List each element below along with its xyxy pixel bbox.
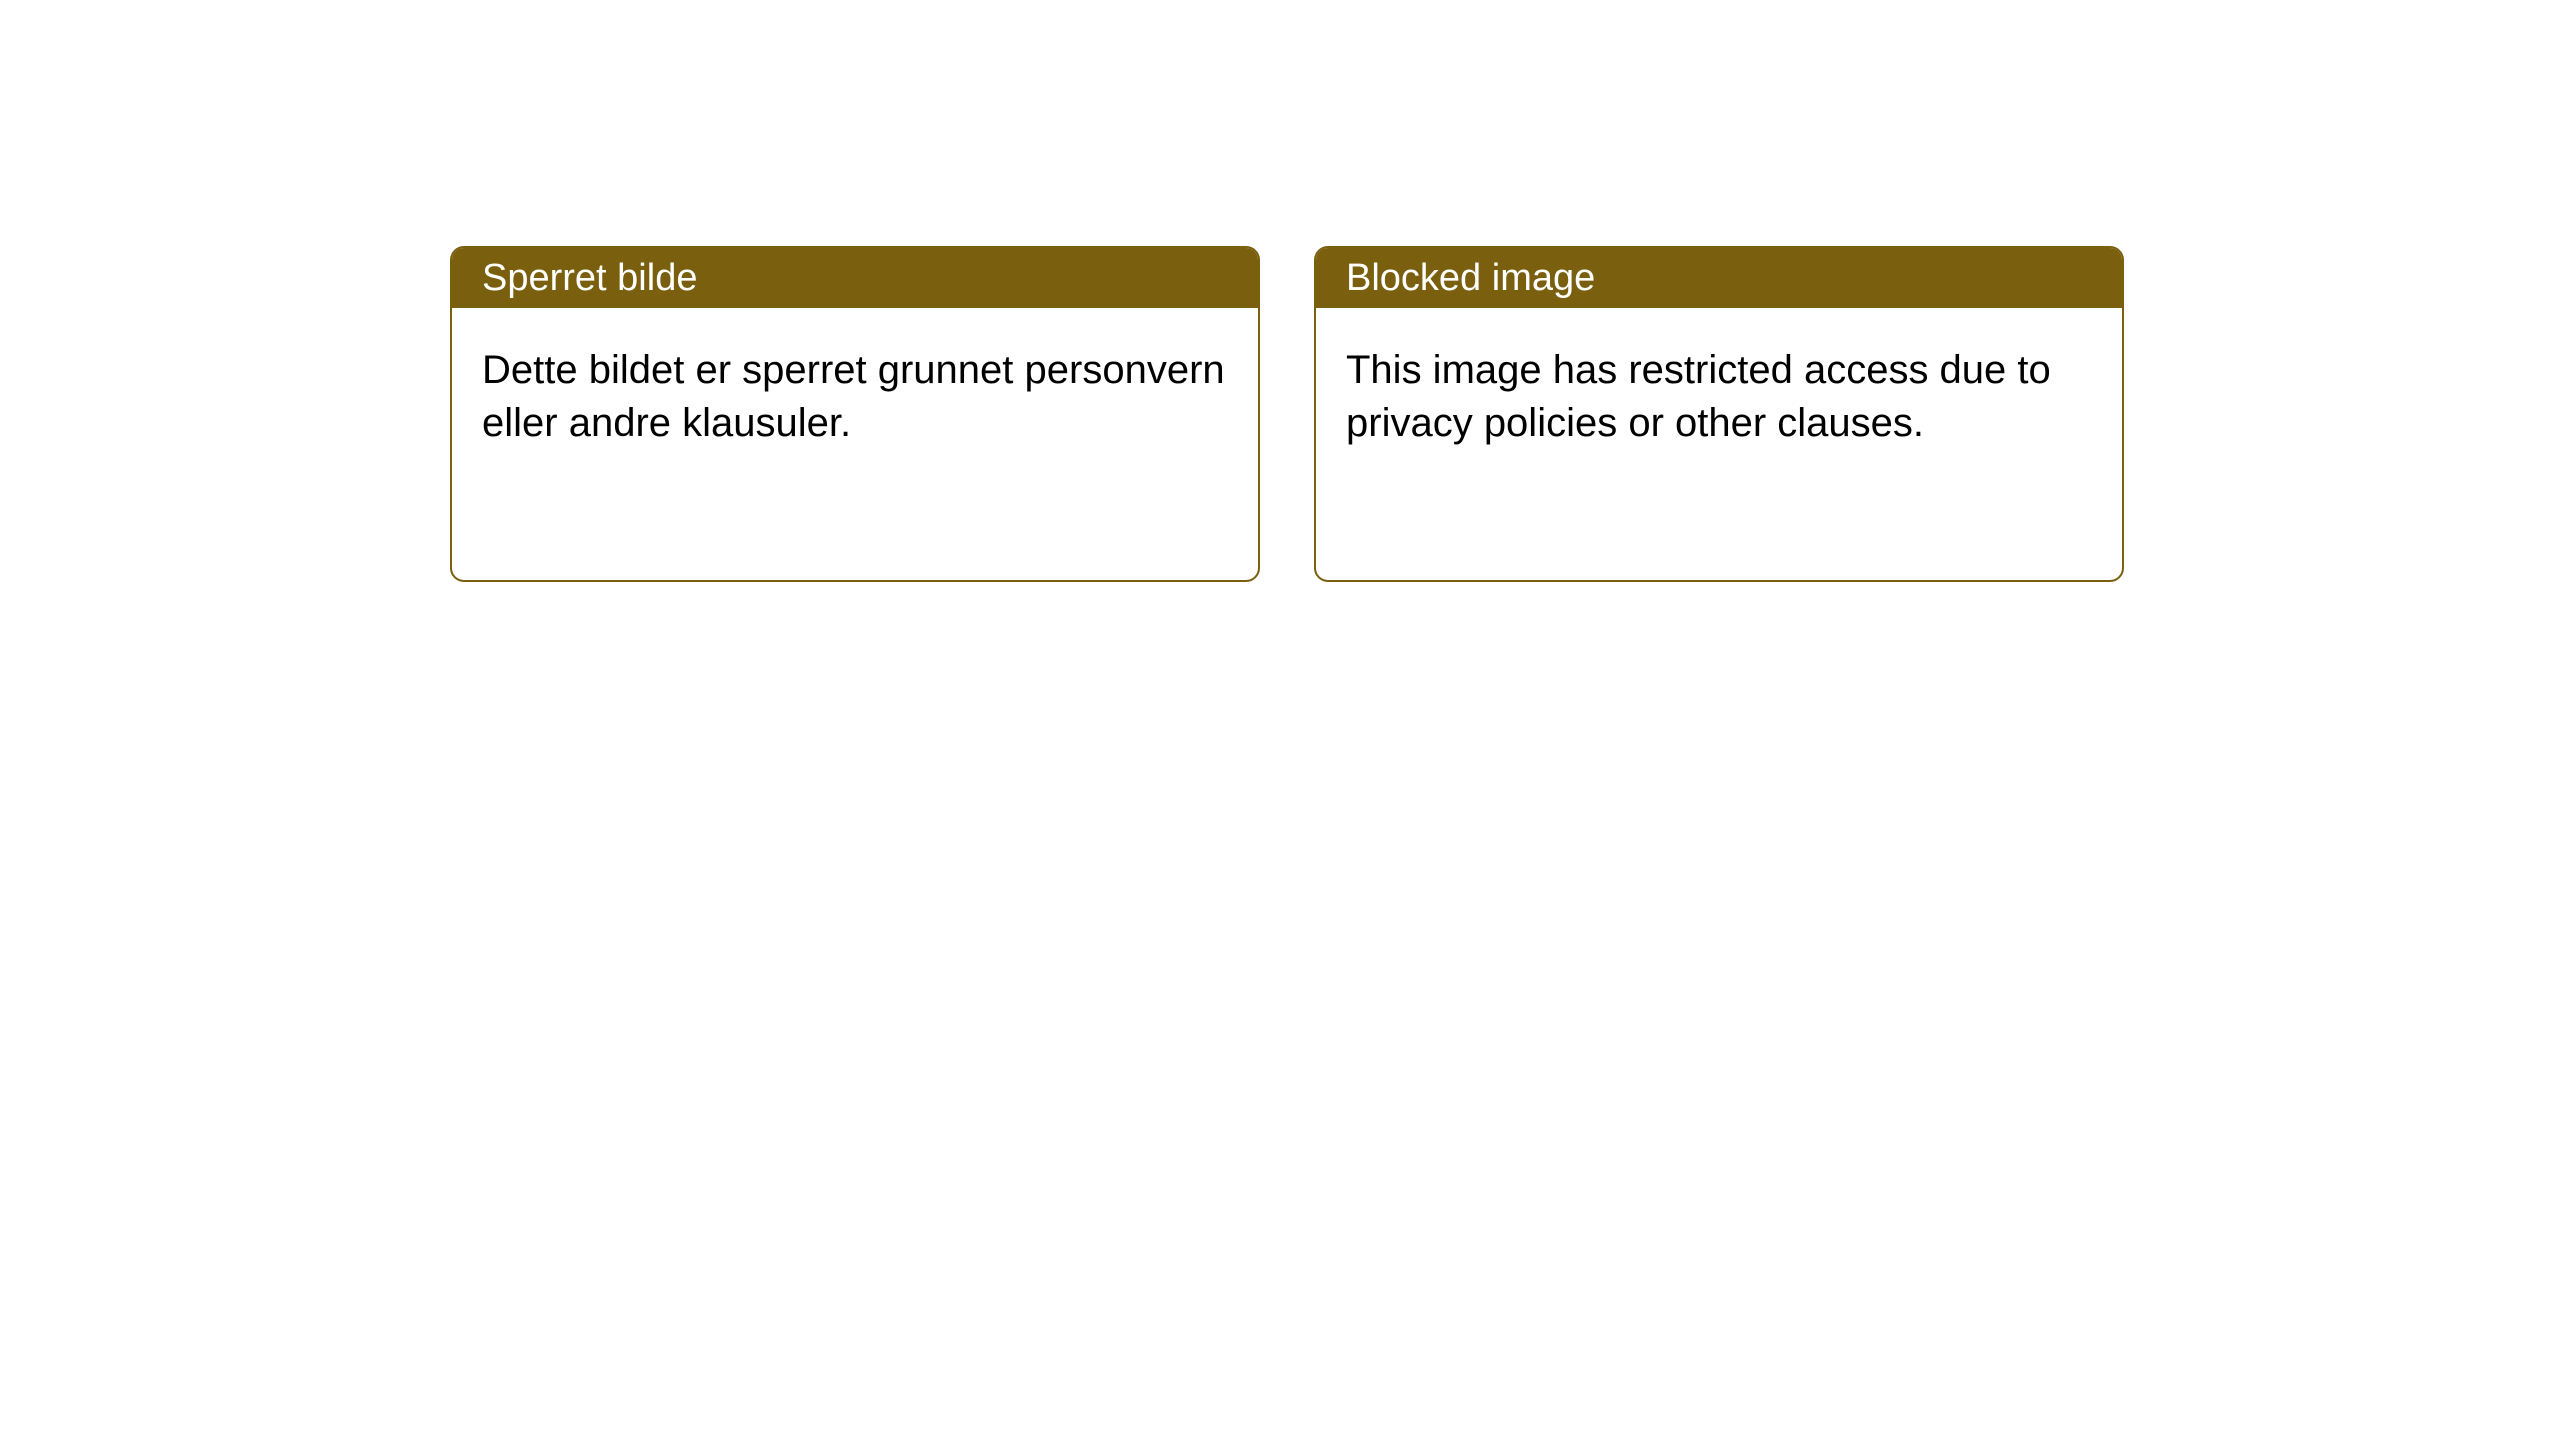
notice-header: Sperret bilde	[452, 248, 1258, 308]
notice-body: This image has restricted access due to …	[1316, 308, 2122, 486]
notice-card-norwegian: Sperret bilde Dette bildet er sperret gr…	[450, 246, 1260, 582]
notice-header: Blocked image	[1316, 248, 2122, 308]
notice-body: Dette bildet er sperret grunnet personve…	[452, 308, 1258, 486]
notice-container: Sperret bilde Dette bildet er sperret gr…	[450, 246, 2124, 582]
notice-body-text: This image has restricted access due to …	[1346, 348, 2051, 445]
notice-body-text: Dette bildet er sperret grunnet personve…	[482, 348, 1225, 445]
notice-card-english: Blocked image This image has restricted …	[1314, 246, 2124, 582]
notice-title: Sperret bilde	[482, 257, 697, 300]
notice-title: Blocked image	[1346, 257, 1595, 300]
